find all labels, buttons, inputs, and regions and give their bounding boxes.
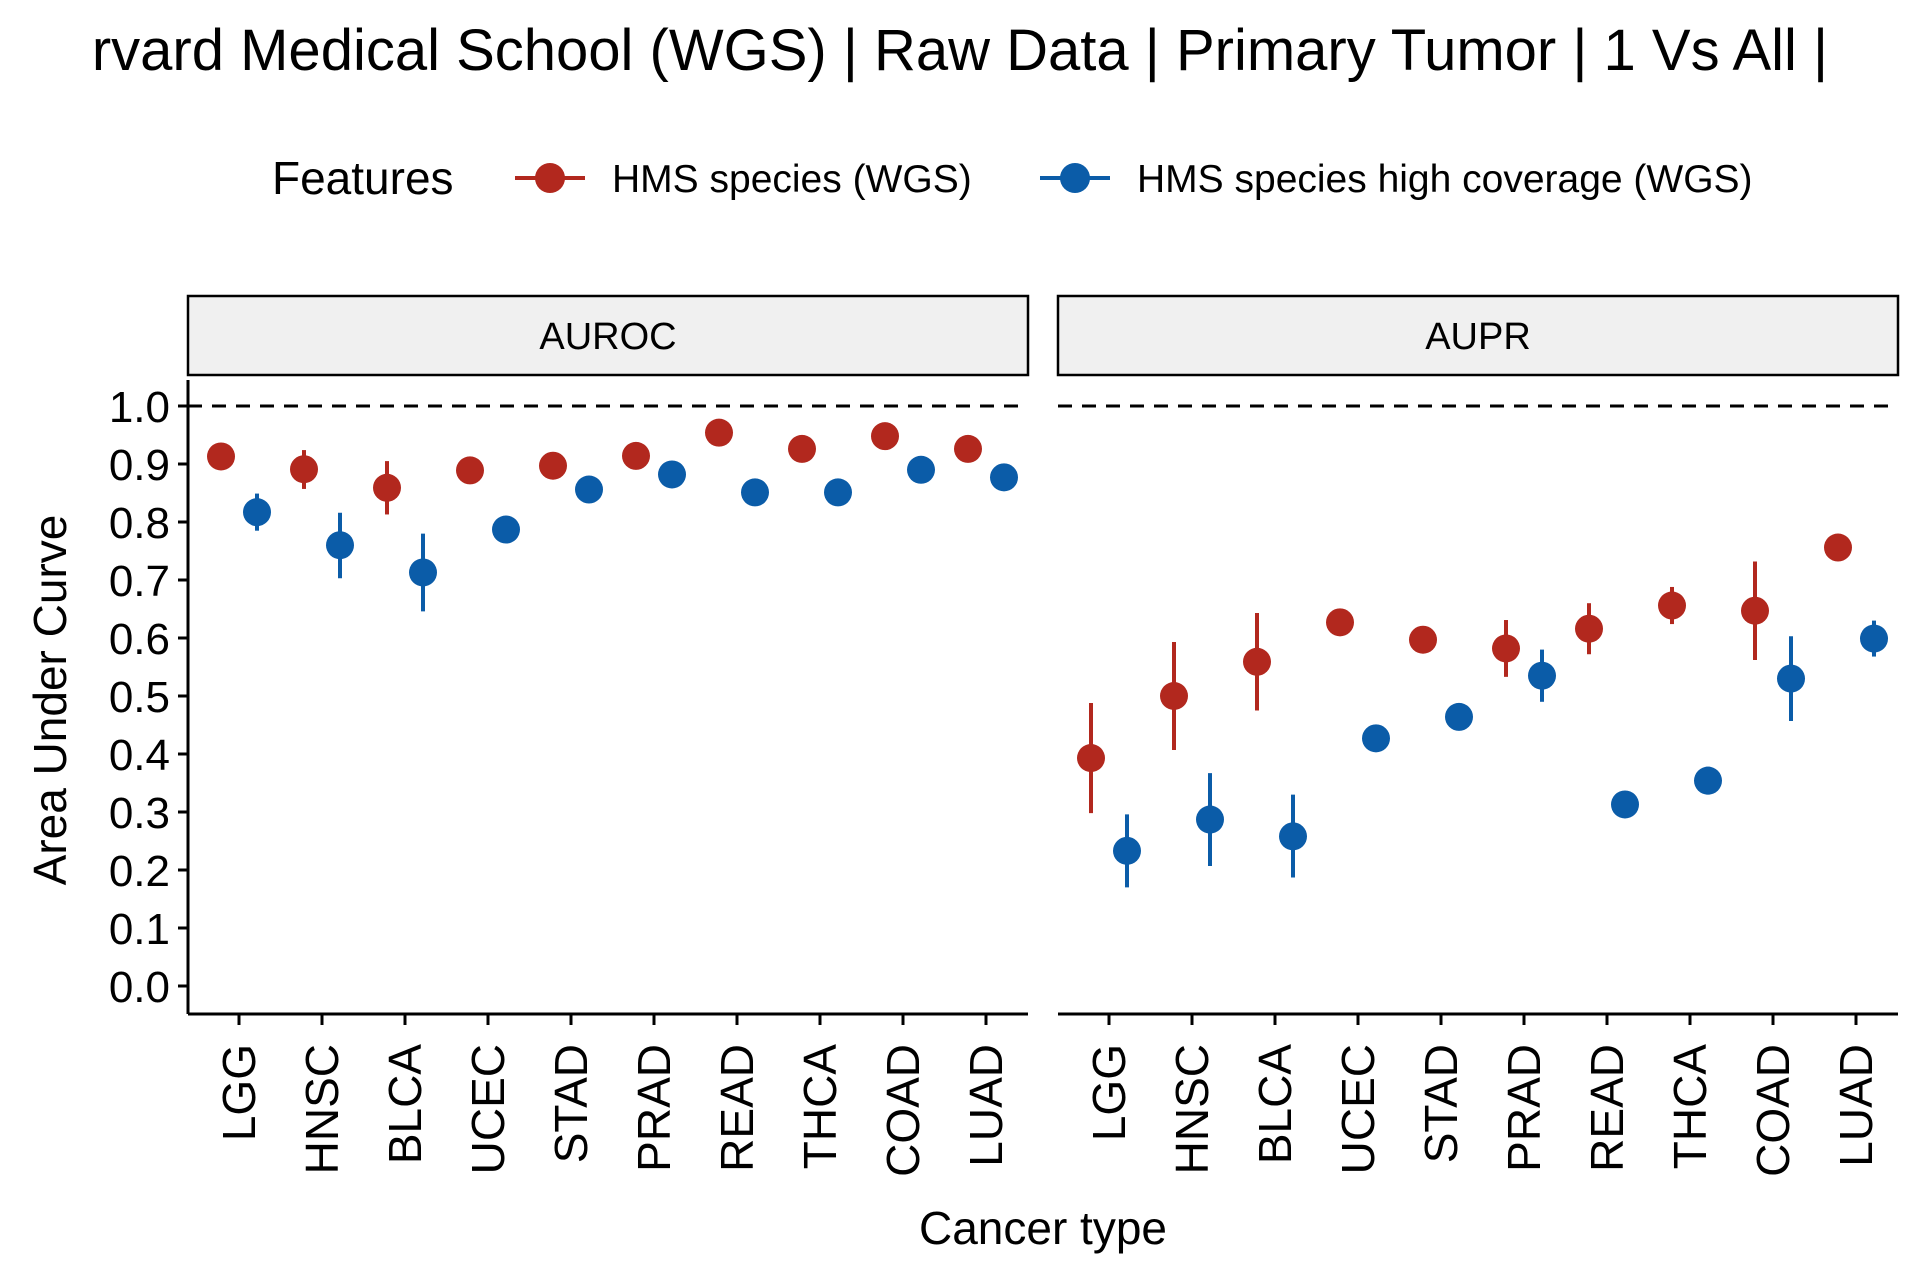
data-point bbox=[871, 422, 899, 451]
data-point bbox=[575, 475, 603, 504]
data-point bbox=[1077, 744, 1105, 773]
data-point bbox=[539, 451, 567, 480]
data-point bbox=[1694, 766, 1722, 795]
data-point bbox=[1409, 625, 1437, 654]
data-point bbox=[1160, 682, 1188, 710]
x-tick-label: THCA bbox=[794, 1044, 846, 1170]
data-point bbox=[326, 531, 354, 560]
x-tick-label: READ bbox=[711, 1044, 763, 1172]
x-tick-label: PRAD bbox=[628, 1044, 680, 1172]
x-tick-label: READ bbox=[1581, 1044, 1633, 1172]
y-axis-title-group: Area Under Curve bbox=[24, 515, 76, 886]
panel-aupr: AUPR LGG HNSC BLCA UCEC STAD PRAD READ THCA COAD L… bbox=[1056, 294, 1900, 1177]
data-point bbox=[1445, 702, 1473, 731]
legend: Features HMS species (WGS) HMS species h… bbox=[272, 152, 1753, 204]
data-point bbox=[290, 455, 318, 484]
x-tick-label: BLCA bbox=[379, 1044, 431, 1164]
y-tick-label: 0.1 bbox=[109, 905, 170, 954]
data-point bbox=[1575, 614, 1603, 643]
plot-area: 0.0 0.1 0.2 0.3 0.4 0.5 0.6 0.7 0.8 0.9 1.0 AUROC LG… bbox=[109, 294, 1900, 1177]
legend-title: Features bbox=[272, 152, 454, 204]
data-point bbox=[1196, 805, 1224, 834]
data-point bbox=[788, 434, 816, 463]
chart-title: rvard Medical School (WGS) | Raw Data | … bbox=[92, 18, 1828, 83]
y-tick-label: 0.6 bbox=[109, 615, 170, 664]
x-tick-label: UCEC bbox=[1332, 1044, 1384, 1174]
x-tick-label: LUAD bbox=[1830, 1044, 1882, 1167]
x-tick-label: HNSC bbox=[296, 1044, 348, 1174]
x-tick-label: LGG bbox=[1083, 1044, 1135, 1141]
data-point bbox=[1741, 596, 1769, 625]
y-axis-title: Area Under Curve bbox=[24, 515, 76, 886]
data-point bbox=[658, 460, 686, 489]
y-tick-label: 0.8 bbox=[109, 499, 170, 548]
x-tick-label: STAD bbox=[1415, 1044, 1467, 1163]
data-point bbox=[492, 515, 520, 544]
x-tick-label: LGG bbox=[213, 1044, 265, 1141]
x-tick-label: HNSC bbox=[1166, 1044, 1218, 1174]
data-point bbox=[1528, 661, 1556, 690]
y-tick-label: 0.2 bbox=[109, 847, 170, 896]
data-point bbox=[207, 442, 235, 471]
y-tick-label: 0.4 bbox=[109, 731, 170, 780]
facet-strip bbox=[186, 294, 1030, 377]
data-point bbox=[741, 478, 769, 507]
data-point bbox=[1362, 724, 1390, 753]
x-tick-label: BLCA bbox=[1249, 1044, 1301, 1164]
data-point bbox=[409, 558, 437, 587]
panel-auroc: AUROC LGG HNSC BLCA UCEC STAD PRAD READ THCA COAD… bbox=[186, 294, 1030, 1177]
data-point bbox=[1824, 533, 1852, 562]
y-tick-label: 1.0 bbox=[109, 383, 170, 432]
data-point bbox=[456, 456, 484, 485]
facet-strip-label: AUROC bbox=[539, 316, 676, 358]
data-point bbox=[1611, 790, 1639, 819]
data-point bbox=[1113, 836, 1141, 865]
data-point bbox=[243, 498, 271, 527]
data-point bbox=[622, 441, 650, 470]
data-point bbox=[824, 478, 852, 507]
legend-label-series-2: HMS species high coverage (WGS) bbox=[1137, 158, 1753, 201]
y-tick-label: 0.3 bbox=[109, 789, 170, 838]
y-tick-label: 0.0 bbox=[109, 963, 170, 1012]
legend-label-series-1: HMS species (WGS) bbox=[612, 158, 972, 201]
y-tick-label: 0.9 bbox=[109, 441, 170, 490]
data-point bbox=[705, 418, 733, 447]
x-tick-label: LUAD bbox=[960, 1044, 1012, 1167]
y-tick-label: 0.5 bbox=[109, 673, 170, 722]
x-tick-label: STAD bbox=[545, 1044, 597, 1163]
data-point bbox=[1777, 664, 1805, 693]
x-tick-label: THCA bbox=[1664, 1044, 1716, 1170]
data-point bbox=[373, 473, 401, 502]
data-point bbox=[1860, 624, 1888, 653]
x-tick-label: COAD bbox=[1747, 1044, 1799, 1177]
data-point bbox=[1492, 634, 1520, 663]
y-tick-label: 0.7 bbox=[109, 557, 170, 606]
data-point bbox=[1243, 647, 1271, 676]
facet-strip-label: AUPR bbox=[1425, 316, 1531, 358]
data-point bbox=[954, 434, 982, 463]
x-tick-label: PRAD bbox=[1498, 1044, 1550, 1172]
legend-key-series-2 bbox=[1040, 163, 1110, 193]
x-tick-label: UCEC bbox=[462, 1044, 514, 1174]
x-axis-title: Cancer type bbox=[919, 1202, 1167, 1254]
data-point bbox=[1326, 608, 1354, 637]
data-point bbox=[907, 455, 935, 484]
facet-strip bbox=[1056, 294, 1900, 377]
legend-key-series-1 bbox=[515, 163, 585, 193]
data-point bbox=[1279, 822, 1307, 851]
data-point bbox=[1658, 591, 1686, 620]
data-point bbox=[990, 463, 1018, 492]
x-tick-label: COAD bbox=[877, 1044, 929, 1177]
